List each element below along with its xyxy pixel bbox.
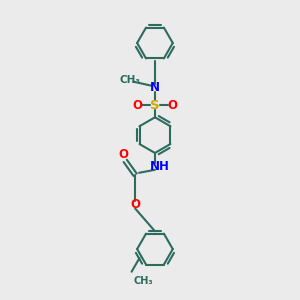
Text: O: O [168, 99, 178, 112]
Text: O: O [118, 148, 128, 161]
Text: S: S [150, 99, 160, 112]
Text: O: O [130, 198, 140, 211]
Text: NH: NH [150, 160, 170, 173]
Text: N: N [150, 81, 160, 94]
Text: CH₃: CH₃ [120, 75, 141, 85]
Text: CH₃: CH₃ [134, 276, 153, 286]
Text: O: O [132, 99, 142, 112]
